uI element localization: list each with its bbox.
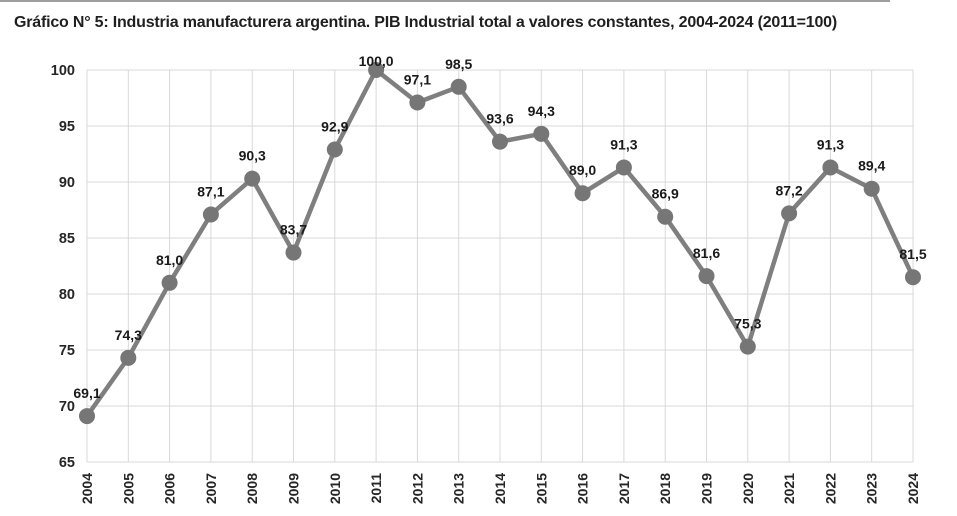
x-tick-label: 2022 — [822, 473, 838, 504]
y-tick-label: 75 — [59, 343, 75, 359]
y-tick-label: 70 — [59, 399, 75, 415]
data-label: 98,5 — [445, 56, 472, 72]
data-point — [574, 185, 591, 202]
data-label: 75,3 — [734, 316, 761, 332]
data-point — [905, 269, 921, 286]
x-tick-label: 2021 — [781, 473, 797, 504]
data-point — [533, 125, 550, 142]
data-label: 74,3 — [115, 327, 142, 343]
data-point — [285, 244, 302, 261]
data-label: 97,1 — [404, 71, 431, 87]
data-label: 87,1 — [197, 183, 224, 199]
data-point — [863, 180, 880, 197]
data-label: 89,0 — [569, 162, 596, 178]
x-tick-label: 2019 — [699, 473, 715, 504]
x-tick-label: 2024 — [905, 473, 921, 504]
data-label: 90,3 — [239, 148, 266, 164]
x-tick-label: 2013 — [451, 473, 467, 504]
y-tick-label: 95 — [59, 119, 75, 135]
data-label: 89,4 — [858, 158, 885, 174]
x-tick-label: 2010 — [327, 473, 343, 504]
data-label: 92,9 — [321, 119, 348, 135]
data-label: 94,3 — [528, 103, 555, 119]
data-point — [161, 274, 178, 291]
data-point — [79, 408, 95, 425]
data-point — [120, 349, 137, 366]
chart-title: Gráfico N° 5: Industria manufacturera ar… — [14, 14, 837, 31]
data-point — [739, 338, 756, 355]
data-label: 83,7 — [280, 222, 307, 238]
data-label: 91,3 — [610, 136, 637, 152]
x-axis-labels: 2004 2005 2006 2007 2008 2009 2010 2011 2012 2013… — [79, 473, 921, 504]
y-tick-label: 80 — [59, 287, 75, 303]
data-point — [698, 268, 715, 285]
data-label: 87,2 — [775, 182, 802, 198]
x-tick-label: 2008 — [244, 473, 260, 504]
data-point — [409, 94, 426, 111]
series-markers — [79, 62, 921, 425]
x-tick-label: 2007 — [203, 473, 219, 504]
data-point — [450, 78, 467, 95]
data-point — [657, 208, 674, 225]
x-tick-label: 2015 — [533, 473, 549, 504]
x-tick-label: 2004 — [79, 473, 95, 504]
y-axis-labels: 65 70 75 80 85 90 95 100 — [51, 63, 75, 471]
x-tick-label: 2011 — [368, 473, 384, 504]
x-tick-label: 2006 — [162, 473, 178, 504]
window-top-border — [0, 0, 890, 2]
data-label: 81,5 — [899, 246, 926, 262]
x-tick-label: 2023 — [864, 473, 880, 504]
data-label: 93,6 — [486, 111, 513, 127]
data-point — [781, 205, 798, 222]
x-tick-label: 2009 — [286, 473, 302, 504]
y-tick-label: 90 — [59, 175, 75, 191]
x-tick-label: 2005 — [120, 473, 136, 504]
data-point — [244, 170, 261, 187]
data-label: 100,0 — [359, 53, 394, 69]
gridlines — [86, 69, 914, 463]
data-point — [492, 133, 508, 150]
x-tick-label: 2018 — [657, 473, 673, 504]
y-tick-label: 65 — [59, 455, 75, 471]
data-point — [326, 141, 343, 158]
x-tick-label: 2012 — [409, 473, 425, 504]
data-label: 81,6 — [693, 245, 720, 261]
data-point — [368, 62, 385, 78]
x-tick-label: 2016 — [575, 473, 591, 504]
y-tick-label: 100 — [51, 63, 75, 79]
x-tick-label: 2014 — [492, 473, 508, 504]
data-label: 86,9 — [652, 186, 679, 202]
data-label: 81,0 — [156, 252, 183, 268]
data-labels: 69,1 74,3 81,0 87,1 90,3 83,7 92,9 100,0 97,1 98,… — [73, 53, 926, 401]
data-point — [202, 206, 219, 223]
data-point — [615, 159, 632, 176]
x-tick-label: 2017 — [616, 473, 632, 504]
x-tick-label: 2020 — [740, 473, 756, 504]
y-tick-label: 85 — [59, 231, 75, 247]
data-point — [822, 159, 839, 176]
data-label: 91,3 — [817, 136, 844, 152]
data-label: 69,1 — [73, 385, 100, 401]
